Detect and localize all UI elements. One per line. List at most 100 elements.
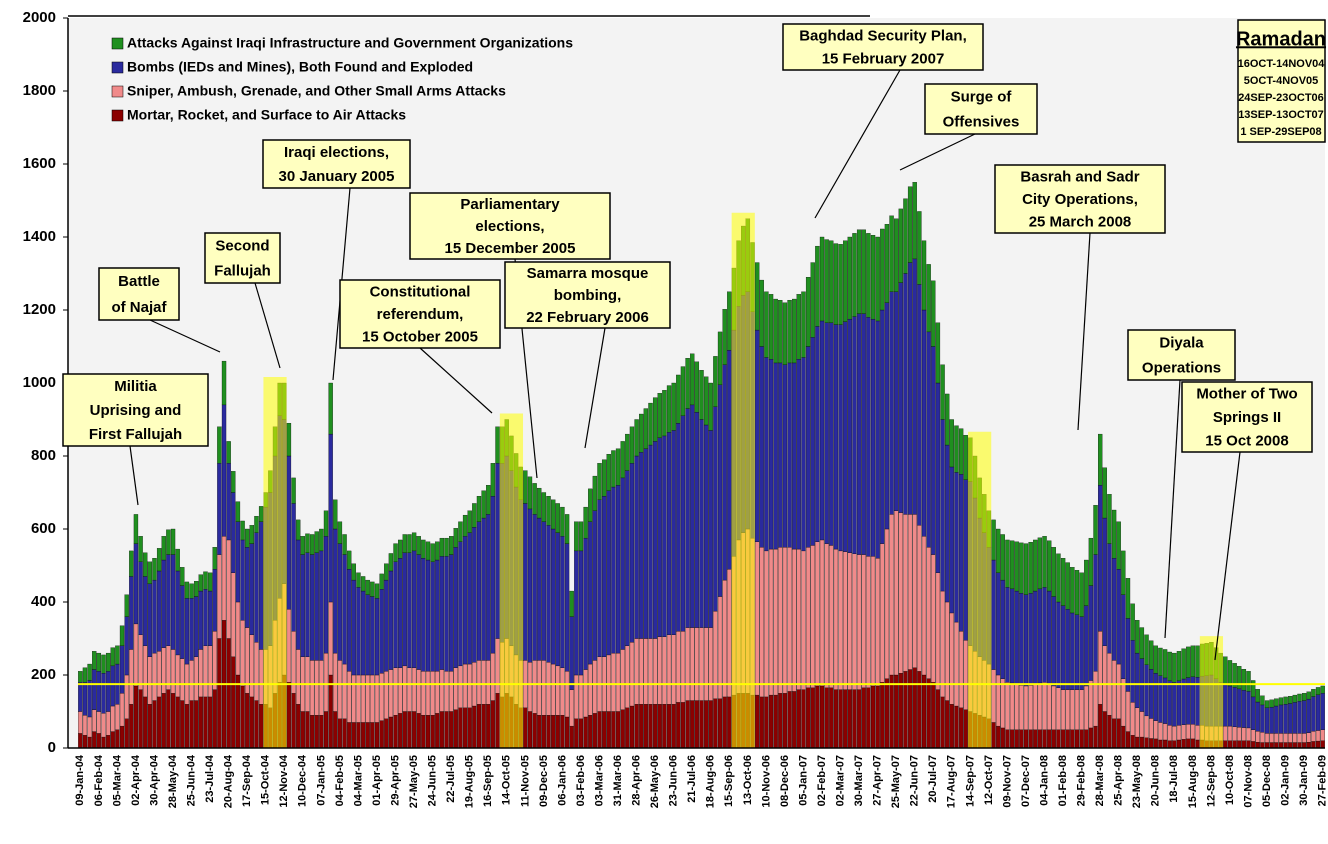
bar-segment (1246, 740, 1251, 749)
bar-segment (133, 685, 139, 749)
bar-segment (300, 554, 305, 657)
bar-segment (370, 596, 375, 676)
bar-segment (101, 654, 106, 674)
bar-segment (1278, 697, 1284, 706)
bar-segment (829, 545, 834, 688)
bar-segment (143, 576, 148, 646)
bar-segment (138, 536, 143, 562)
bar-segment (462, 536, 468, 665)
callout-box (62, 373, 209, 447)
bar-segment (166, 529, 171, 555)
y-tick-label: 400 (31, 593, 56, 610)
bar-segment (676, 422, 681, 632)
bar-segment (1125, 731, 1131, 749)
x-tick-label: 30-Apr-04 (148, 754, 160, 806)
bar-segment (1223, 740, 1228, 749)
bar-segment (490, 652, 496, 701)
bar-segment (231, 656, 236, 749)
bar-segment (425, 715, 431, 749)
bar-segment (1102, 467, 1107, 519)
bar-segment (894, 510, 899, 676)
bar-segment (1019, 542, 1024, 594)
bar-segment (1009, 729, 1015, 749)
bar-segment (1288, 696, 1293, 704)
bar-segment (996, 572, 1001, 676)
callout-pointer (899, 133, 976, 171)
bar-segment (1102, 517, 1107, 646)
bar-segment (1023, 685, 1029, 730)
bar-segment (935, 689, 941, 749)
bar-segment (768, 359, 774, 550)
bar-segment (462, 663, 468, 708)
callout-text: 15 Oct 2008 (1205, 432, 1288, 449)
bar-segment (323, 536, 329, 654)
bar-segment (694, 412, 700, 628)
bar-segment (1056, 729, 1061, 749)
bar-segment (421, 715, 426, 749)
bar-segment (527, 508, 533, 663)
bar-segment (1037, 682, 1043, 730)
bar-segment (370, 581, 375, 597)
bar-segment (439, 537, 445, 557)
bar-segment (458, 707, 463, 749)
bar-segment (1227, 660, 1233, 687)
bar-segment (240, 620, 245, 687)
bar-segment (1278, 733, 1284, 743)
bar-segment (764, 291, 769, 358)
x-tick-label: 07-Dec-07 (1020, 755, 1032, 807)
bar-segment (398, 539, 403, 559)
bar-segment (1153, 738, 1158, 749)
x-tick-label: 10-Nov-06 (760, 755, 772, 808)
bar-segment (870, 235, 876, 320)
bar-segment (96, 711, 102, 734)
bar-segment (764, 696, 769, 749)
bar-segment (759, 696, 764, 749)
bar-segment (337, 660, 343, 719)
bar-segment (555, 665, 560, 716)
bar-segment (254, 516, 259, 533)
bar-segment (1176, 651, 1182, 681)
bar-segment (963, 640, 968, 710)
bar-segment (1084, 685, 1089, 730)
bar-segment (931, 346, 936, 555)
bar-segment (1232, 740, 1237, 749)
bar-segment (574, 718, 579, 749)
bar-segment (1019, 729, 1024, 749)
bar-segment (958, 707, 964, 749)
bar-segment (917, 284, 922, 526)
bar-segment (778, 693, 783, 749)
bar-segment (1320, 740, 1325, 749)
bar-segment (1014, 683, 1019, 730)
bar-segment (180, 700, 185, 749)
bar-segment (588, 715, 593, 749)
bar-segment (810, 545, 815, 688)
bar-segment (1098, 704, 1103, 749)
legend-label: Bombs (IEDs and Mines), Both Found and E… (127, 59, 473, 75)
bar-segment (648, 402, 653, 446)
bar-segment (1019, 593, 1024, 686)
bar-segment (852, 316, 857, 554)
bar-segment (1056, 601, 1061, 688)
x-tick-label: 03-Feb-06 (575, 755, 587, 806)
callout-box (409, 192, 611, 260)
bar-segment (884, 302, 890, 530)
bar-segment (907, 262, 913, 515)
bar-segment (1009, 588, 1015, 684)
bar-segment (564, 716, 570, 749)
x-tick-label: 09-Dec-05 (538, 755, 550, 807)
bar-segment (231, 492, 236, 573)
bar-segment (309, 534, 315, 555)
bar-segment (133, 623, 139, 687)
bar-segment (866, 556, 871, 688)
x-tick-label: 27-May-05 (408, 755, 420, 808)
bar-segment (1028, 593, 1033, 686)
bar-segment (314, 660, 319, 716)
bar-segment (1297, 742, 1302, 749)
bar-segment (708, 430, 713, 628)
bar-segment (458, 521, 463, 542)
bar-segment (129, 550, 134, 577)
x-tick-label: 20-Jul-07 (927, 755, 939, 803)
bar-segment (490, 463, 496, 497)
bar-segment (1000, 727, 1005, 749)
bar-segment (694, 700, 700, 749)
